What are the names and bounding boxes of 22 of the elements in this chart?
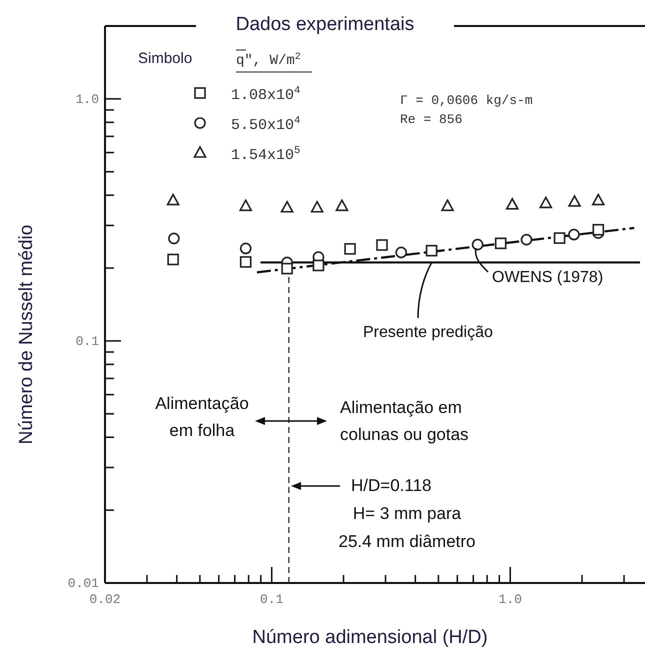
x-tick-label: 1.0 bbox=[498, 592, 522, 607]
y-tick-label: 0.01 bbox=[68, 576, 100, 591]
legend-title: Simbolo bbox=[138, 50, 192, 67]
y-tick-label: 0.1 bbox=[76, 334, 100, 349]
annotation: Γ = 0,0606 kg/s-m bbox=[400, 93, 533, 108]
legend-label: 1.08x10$^{4}$ bbox=[231, 85, 300, 104]
annotation: H= 3 mm para 25.4 mm diâmetro bbox=[338, 504, 476, 551]
x-tick-label: 0.02 bbox=[89, 592, 121, 607]
y-axis-title: Número de Nusselt médio bbox=[16, 224, 37, 444]
x-axis-title: Número adimensional (H/D) bbox=[252, 627, 488, 648]
series-label: OWENS (1978) bbox=[492, 269, 604, 286]
legend-label: 5.50x10$^{4}$ bbox=[231, 115, 300, 134]
annotation: Re = 856 bbox=[400, 112, 462, 127]
chart-title: Dados experimentais bbox=[236, 14, 414, 35]
y-tick-label: 1.0 bbox=[76, 92, 99, 107]
annotation: Alimentação em colunas ou gotas bbox=[340, 398, 469, 444]
annotation: q″, W/m$^{2}$ bbox=[236, 50, 301, 69]
x-tick-label: 0.1 bbox=[260, 592, 284, 607]
legend-label: 1.54x10$^{5}$ bbox=[231, 145, 300, 164]
annotation: Alimentação em folha bbox=[155, 394, 249, 440]
annotation: H/D=0.118 bbox=[351, 476, 432, 495]
text: Presente predição bbox=[363, 324, 493, 341]
